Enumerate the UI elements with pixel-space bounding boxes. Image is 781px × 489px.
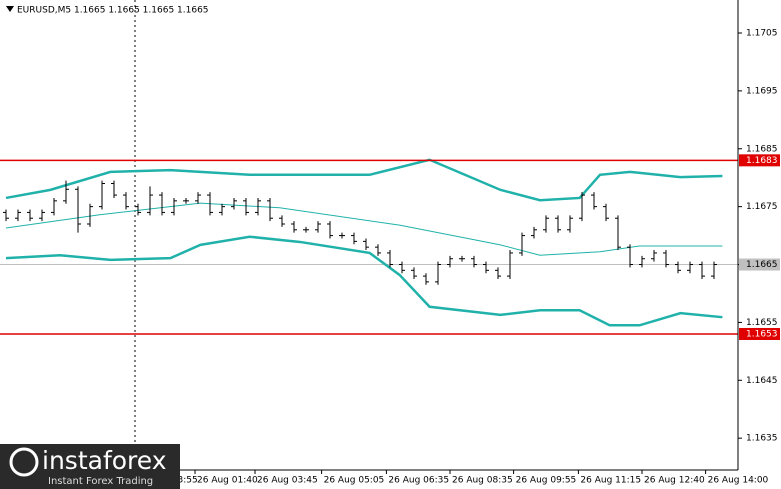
x-tick-label: 26 Aug 08:35: [452, 476, 513, 486]
chart-title: EURUSD,M5 1.1665 1.1665 1.1665 1.1665: [17, 6, 209, 16]
x-tick-label: 26 Aug 06:35: [388, 476, 449, 486]
watermark: instaforex Instant Forex Trading: [0, 444, 180, 489]
x-tick-label: 26 Aug 03:45: [257, 476, 318, 486]
x-tick-label: 26 Aug 09:55: [516, 476, 577, 486]
menu-arrow[interactable]: [6, 6, 14, 12]
x-tick-label: 26 Aug 01:40: [197, 476, 258, 486]
band-line: [5, 235, 723, 327]
price-label: 1.1665: [746, 260, 778, 270]
y-tick-label: 1.1655: [746, 318, 778, 328]
brand: instaforex: [42, 446, 167, 475]
level-label: 1.1683: [746, 156, 778, 166]
level-label-bg: [739, 327, 780, 340]
y-tick-label: 1.1695: [746, 86, 778, 96]
tagline: Instant Forex Trading: [48, 476, 153, 487]
y-tick-label: 1.1645: [746, 376, 778, 386]
x-tick-label: 26 Aug 11:15: [580, 476, 641, 486]
price-label-bg: [739, 258, 780, 271]
y-tick-label: 1.1685: [746, 144, 778, 154]
y-tick-label: 1.1675: [746, 202, 778, 212]
y-tick-label: 1.1705: [746, 28, 778, 38]
logo-icon: [9, 447, 39, 477]
level-label-bg: [739, 154, 780, 167]
x-tick-label: 26 Aug 14:00: [708, 476, 769, 486]
y-tick-label: 1.1635: [746, 434, 778, 444]
x-tick-label: 26 Aug 12:40: [644, 476, 705, 486]
level-label: 1.1653: [746, 329, 778, 339]
x-tick-label: 26 Aug 05:05: [324, 476, 385, 486]
